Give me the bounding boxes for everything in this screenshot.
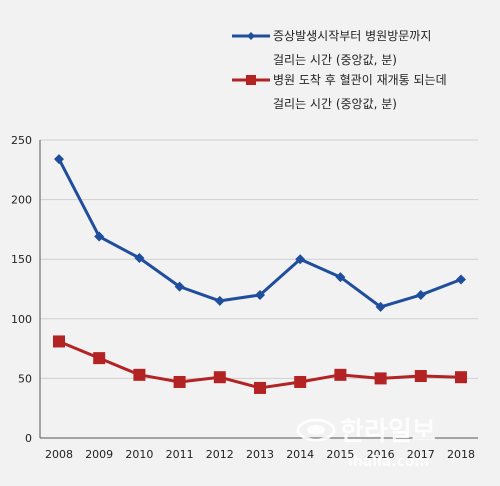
data-point (133, 368, 146, 381)
data-point (213, 371, 226, 384)
data-point (455, 371, 467, 384)
x-tick-label: 2017 (407, 448, 435, 461)
x-tick-label: 2008 (45, 448, 73, 461)
data-point (375, 301, 386, 312)
data-point (94, 231, 105, 242)
series-group (53, 154, 467, 394)
y-tick-label: 200 (11, 194, 32, 207)
watermark-text: 한라일보 (340, 417, 436, 447)
watermark-logo-icon (296, 418, 336, 442)
data-point (173, 375, 186, 388)
x-tick-label: 2010 (125, 448, 153, 461)
data-point (415, 289, 426, 300)
watermark: 한라일보 ihalla.com (296, 417, 436, 470)
data-point (334, 368, 347, 381)
x-tick-labels: 2008 2009 2010 2011 2012 2013 2014 2015 2016 2017… (45, 448, 475, 461)
watermark-url: ihalla.com (348, 454, 429, 470)
x-tick-label: 2009 (85, 448, 113, 461)
series-2 (53, 335, 467, 394)
x-tick-label: 2013 (246, 448, 274, 461)
y-tick-labels: 0 50 100 150 200 250 (11, 134, 32, 445)
gridlines (40, 139, 478, 379)
y-tick-label: 250 (11, 134, 32, 147)
data-point (456, 274, 466, 285)
data-point (53, 335, 65, 348)
x-tick-label: 2014 (286, 448, 314, 461)
x-tick-label: 2018 (447, 448, 475, 461)
data-point (254, 381, 266, 394)
legend-label: 증상발생시작부터 병원방문까지 (273, 29, 431, 43)
x-tick-label: 2011 (166, 448, 194, 461)
legend-label: 걸리는 시간 (중앙값, 분) (273, 97, 397, 111)
data-point (214, 295, 225, 306)
legend-label: 걸리는 시간 (중앙값, 분) (273, 53, 397, 67)
x-tick-label: 2016 (367, 448, 395, 461)
data-point (414, 370, 427, 383)
data-point (93, 352, 106, 365)
y-tick-label: 50 (18, 372, 32, 385)
data-point (174, 281, 185, 292)
legend-label: 병원 도착 후 혈관이 재개통 되는데 (273, 73, 447, 87)
x-tick-label: 2012 (206, 448, 234, 461)
data-point (335, 272, 346, 283)
x-tick-label: 2015 (326, 448, 354, 461)
legend-marker (246, 75, 256, 85)
data-point (294, 375, 307, 388)
data-point (134, 253, 145, 264)
data-point (255, 289, 265, 300)
series-line (58, 340, 462, 390)
y-tick-label: 100 (11, 313, 32, 326)
series-line (57, 158, 462, 309)
data-point (54, 154, 64, 165)
legend-marker (247, 32, 255, 40)
y-tick-label: 0 (25, 432, 32, 445)
y-tick-label: 150 (11, 253, 32, 266)
series-1 (54, 154, 466, 312)
data-point (374, 372, 387, 385)
data-point (295, 254, 306, 265)
axes (39, 140, 478, 439)
